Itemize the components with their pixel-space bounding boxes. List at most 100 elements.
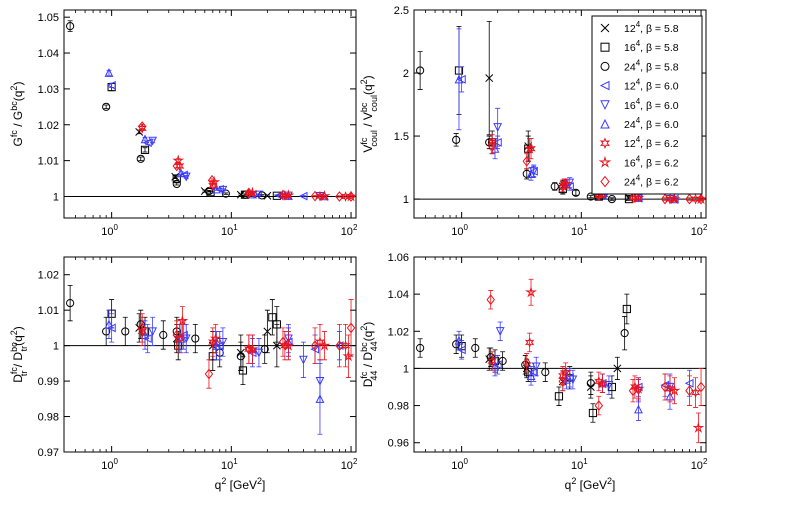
- legend-beta: , β = 6.2: [640, 157, 679, 169]
- y-label-den-sup: bc: [359, 102, 369, 112]
- y-tick-label: 0.98: [388, 401, 409, 413]
- error-bar: [662, 373, 668, 401]
- data-point: [528, 367, 538, 377]
- data-point: [668, 384, 681, 396]
- x-tick-exp: 1: [233, 223, 238, 232]
- y-label-arg-close: ): [11, 326, 25, 330]
- error-bar: [150, 138, 156, 144]
- legend-marker-diamond: [600, 175, 610, 188]
- data-point: [272, 320, 281, 329]
- x-label-main: q: [565, 478, 572, 492]
- error-bar: [698, 368, 704, 406]
- data-point: [416, 66, 425, 75]
- y-label-num: D: [11, 374, 25, 383]
- error-bar: [206, 359, 212, 389]
- data-point: [211, 184, 221, 194]
- data-point: [495, 327, 505, 337]
- y-tick-label: 1: [53, 341, 59, 353]
- x-tick-base: 10: [451, 226, 463, 238]
- legend-lattice-base: 24: [624, 61, 636, 73]
- legend-lattice-exp: 4: [636, 78, 641, 87]
- series-triangle-up: [104, 309, 325, 435]
- data-point: [106, 80, 116, 90]
- error-bar: [122, 316, 128, 347]
- x-label-sup: 2: [221, 476, 226, 486]
- error-bar: [596, 371, 602, 392]
- data-point: [668, 192, 681, 205]
- legend-label: 124, β = 6.2: [624, 135, 679, 150]
- data-point: [174, 333, 185, 344]
- data-point: [558, 181, 568, 192]
- legend-marker-hexagram: [599, 137, 611, 149]
- data-point: [632, 382, 645, 394]
- y-tick-label: 0.99: [38, 376, 59, 388]
- error-bar: [256, 338, 262, 368]
- error-bar: [174, 182, 180, 186]
- series-diamond: [486, 290, 706, 416]
- legend-lattice-base: 16: [624, 157, 636, 169]
- y-label-num: V: [361, 145, 375, 153]
- data-point: [594, 400, 604, 411]
- x-tick-exp: 2: [703, 223, 708, 232]
- x-label-unit-sup: 2: [257, 476, 262, 486]
- x-tick-label: 102: [691, 457, 708, 472]
- axes-frame: [413, 256, 707, 453]
- series-pentagram: [525, 278, 705, 444]
- error-bar: [139, 313, 145, 343]
- y-label-num-sup: fc: [359, 371, 369, 379]
- data-point: [136, 154, 145, 163]
- legend-beta: , β = 5.8: [640, 61, 679, 73]
- data-point: [148, 327, 158, 337]
- y-label-arg-sup: 2: [9, 86, 19, 91]
- y-tick-label: 0.96: [388, 438, 409, 450]
- x-tick-label: 100: [101, 457, 118, 472]
- y-tick-label: 1: [403, 363, 409, 375]
- x-tick-base: 10: [691, 460, 703, 472]
- data-point: [586, 379, 595, 388]
- data-point: [218, 337, 228, 347]
- y-label-arg-sup: 2: [9, 330, 19, 335]
- error-bar: [497, 321, 503, 341]
- error-bar: [220, 327, 226, 357]
- legend-lattice-base: 24: [624, 119, 636, 131]
- y-label-arg-sup: 2: [359, 79, 369, 84]
- y-tick-label: 1: [403, 194, 409, 206]
- data-point: [298, 191, 308, 201]
- x-tick-exp: 0: [464, 223, 469, 232]
- y-tick-label: 1.02: [38, 270, 59, 282]
- x-label-unit-close: ]: [262, 478, 265, 492]
- y-tick-label: 1.01: [38, 305, 59, 317]
- data-point: [486, 294, 495, 306]
- error-bar: [336, 195, 342, 198]
- data-point: [554, 392, 564, 401]
- data-point: [471, 343, 480, 353]
- data-point: [452, 135, 461, 144]
- error-bar: [223, 192, 229, 195]
- data-point: [665, 383, 675, 395]
- data-point: [685, 193, 694, 205]
- error-bar: [556, 386, 562, 406]
- data-point: [456, 345, 466, 355]
- data-point: [628, 192, 638, 204]
- data-point: [244, 187, 254, 199]
- y-label-arg: (q: [361, 331, 375, 342]
- data-point: [236, 352, 245, 361]
- data-point: [272, 341, 281, 350]
- data-point: [607, 194, 616, 204]
- data-point: [246, 342, 259, 355]
- data-point: [211, 340, 221, 350]
- data-point: [524, 337, 535, 348]
- data-point: [263, 327, 272, 336]
- error-bar: [142, 136, 148, 142]
- y-label-den-sup: bc: [9, 342, 19, 352]
- data-point: [104, 68, 114, 77]
- x-tick-exp: 0: [464, 457, 469, 466]
- data-point: [104, 319, 114, 329]
- data-point: [613, 364, 622, 373]
- y-axis-label: Dfctr / Dbctr(q2): [9, 326, 29, 383]
- legend-label: 164, β = 6.0: [624, 97, 679, 112]
- data-point: [628, 385, 638, 397]
- error-bar: [348, 299, 354, 357]
- legend-lattice-exp: 4: [636, 116, 641, 125]
